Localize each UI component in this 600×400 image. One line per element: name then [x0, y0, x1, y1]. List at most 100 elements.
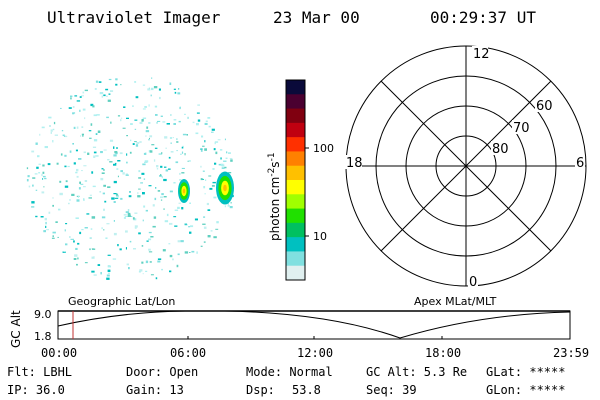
uv-speckle — [92, 146, 97, 148]
uv-speckle — [181, 151, 184, 154]
status-dsp-value: 53.8 — [292, 383, 321, 397]
uv-speckle — [76, 199, 80, 202]
uv-speckle — [107, 254, 111, 256]
uv-speckle — [113, 180, 117, 184]
uv-speckle — [97, 130, 101, 133]
uv-speckle — [103, 184, 106, 187]
uv-speckle — [214, 142, 216, 145]
uv-speckle — [106, 274, 110, 277]
status-gcalt: GC Alt: 5.3 Re — [366, 365, 468, 379]
uv-speckle — [127, 212, 131, 215]
uv-speckle — [195, 132, 199, 135]
uv-speckle — [88, 197, 92, 199]
uv-speckle — [57, 236, 59, 238]
instrument-title: Ultraviolet Imager — [47, 8, 221, 27]
uv-speckle — [151, 144, 155, 146]
uv-speckle — [203, 216, 206, 218]
uv-speckle — [184, 223, 188, 226]
uv-speckle — [202, 223, 206, 225]
uv-speckle — [107, 272, 110, 274]
uv-speckle — [213, 148, 216, 151]
uv-speckle — [227, 203, 229, 205]
uv-speckle — [60, 153, 63, 156]
uv-speckle — [117, 160, 121, 162]
uv-speckle — [41, 126, 45, 129]
uv-speckle — [178, 88, 180, 90]
uv-speckle — [165, 169, 169, 172]
uv-speckle — [95, 80, 99, 83]
altitude-ytick-low: 1.8 — [34, 330, 52, 343]
uv-speckle — [107, 186, 111, 188]
uv-speckle — [32, 177, 36, 179]
uv-speckle — [42, 171, 45, 174]
uv-speckle — [50, 131, 52, 134]
uv-speckle — [200, 148, 203, 150]
uv-speckle — [143, 152, 147, 155]
uv-speckle — [142, 108, 146, 110]
uv-speckle — [149, 150, 153, 153]
uv-speckle — [26, 167, 29, 170]
uv-speckle — [67, 165, 70, 168]
uv-speckle — [81, 229, 84, 231]
uv-speckle — [128, 267, 130, 270]
uv-speckle — [110, 90, 114, 92]
uv-speckle — [73, 126, 76, 129]
uv-speckle — [220, 157, 222, 160]
uv-speckle — [75, 171, 78, 174]
uv-speckle — [172, 137, 174, 139]
uv-speckle — [145, 130, 150, 133]
uv-speckle — [110, 121, 112, 124]
uv-speckle — [224, 166, 227, 169]
uv-speckle — [153, 86, 158, 89]
uv-speckle — [119, 152, 123, 155]
uv-speckle — [200, 245, 203, 247]
uv-speckle — [72, 106, 75, 108]
colorbar-band — [286, 251, 305, 267]
uv-speckle — [73, 258, 77, 260]
uv-speckle — [88, 130, 92, 132]
uv-speckle — [59, 180, 62, 183]
uv-speckle — [173, 88, 176, 90]
label-bg-top — [472, 46, 488, 60]
uv-speckle — [42, 164, 45, 167]
xtick-1200: 12:00 — [297, 346, 334, 360]
uv-speckle — [148, 251, 153, 253]
uv-speckle — [136, 142, 140, 144]
uv-speckle — [65, 136, 68, 138]
uv-speckle — [160, 199, 163, 201]
uv-speckle — [140, 182, 143, 184]
uv-speckle — [211, 185, 215, 187]
uv-speckle — [173, 182, 176, 184]
uv-speckle — [221, 167, 225, 169]
uv-speckle — [117, 115, 121, 117]
uv-speckle — [179, 107, 181, 110]
uv-speckle — [73, 240, 75, 243]
uv-speckle — [78, 158, 82, 160]
uv-speckle — [91, 270, 95, 273]
uv-speckle — [160, 165, 163, 168]
uv-speckle — [209, 187, 213, 190]
uv-speckle — [169, 82, 172, 85]
uv-speckle — [52, 140, 54, 143]
uv-speckle — [201, 135, 204, 138]
uv-speckle — [116, 195, 119, 198]
uv-speckle — [154, 105, 158, 108]
uv-speckle — [75, 149, 78, 152]
uv-speckle — [74, 95, 78, 97]
uv-speckle — [69, 236, 71, 238]
uv-speckle — [101, 227, 103, 230]
uv-speckle — [95, 133, 98, 135]
uv-speckle — [52, 235, 54, 238]
uv-speckle — [60, 107, 62, 109]
uv-speckle — [162, 121, 166, 123]
uv-speckle — [173, 216, 177, 218]
status-gain: Gain: 13 — [126, 383, 184, 397]
polar-lat-label-80: 80 — [492, 142, 509, 157]
polar-grid — [345, 45, 587, 287]
uv-speckle — [61, 130, 64, 132]
uv-speckle — [135, 96, 139, 99]
uv-speckle — [163, 196, 167, 198]
uv-speckle — [129, 215, 133, 217]
uv-speckle — [81, 133, 84, 136]
uv-speckle — [190, 225, 194, 228]
